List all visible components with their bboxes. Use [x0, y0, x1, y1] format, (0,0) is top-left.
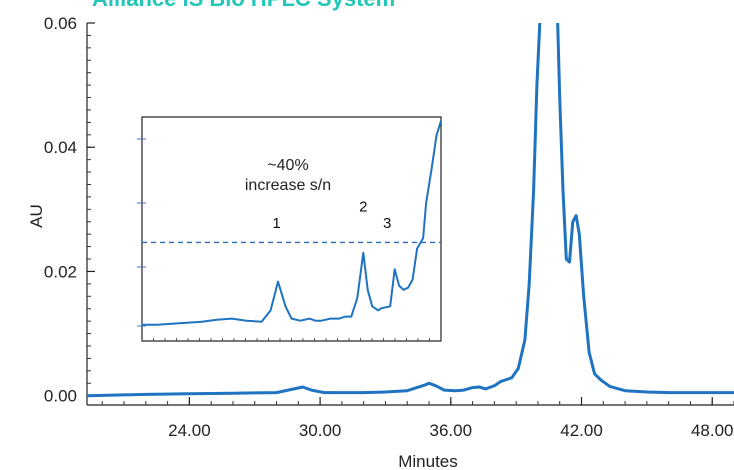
inset-peak-label: 1 — [272, 215, 280, 232]
y-tick-label: 0.06 — [44, 14, 77, 33]
y-tick-label: 0.04 — [44, 138, 77, 157]
chromatogram-line — [87, 23, 734, 398]
x-tick-label: 42.00 — [560, 421, 603, 440]
x-axis-label: Minutes — [398, 452, 458, 470]
inset-annotation-line1: ~40% — [267, 157, 309, 174]
x-tick-label: 24.00 — [168, 421, 211, 440]
x-tick-label: 48.00 — [691, 421, 734, 440]
chart-title: Alliance iS Bio HPLC System — [92, 0, 395, 12]
x-tick-label: 30.00 — [299, 421, 342, 440]
inset-chromatogram-line — [142, 120, 441, 326]
y-tick-label: 0.02 — [44, 262, 77, 281]
inset-peak-label: 3 — [383, 215, 391, 232]
x-tick-label: 36.00 — [430, 421, 473, 440]
inset-annotation-line2: increase s/n — [244, 177, 332, 194]
inset-frame — [141, 116, 442, 342]
y-axis-label: AU — [27, 204, 46, 228]
inset-annotation: ~40% increase s/n — [222, 156, 354, 196]
inset-peak-label: 2 — [359, 199, 367, 216]
y-tick-label: 0.00 — [44, 387, 77, 406]
